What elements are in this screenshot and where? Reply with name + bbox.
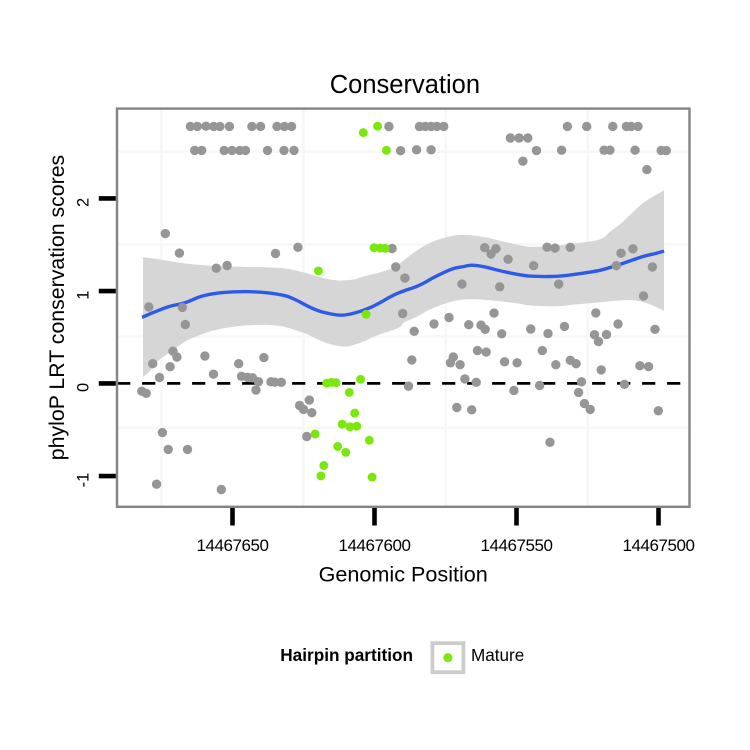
svg-text:14467600: 14467600 (338, 536, 410, 555)
svg-text:-1: -1 (75, 473, 93, 488)
svg-text:1: 1 (75, 291, 93, 300)
svg-text:0: 0 (75, 383, 93, 392)
svg-text:14467550: 14467550 (480, 536, 552, 555)
svg-text:14467650: 14467650 (196, 536, 268, 555)
svg-text:14467500: 14467500 (622, 536, 694, 555)
svg-text:Genomic Position: Genomic Position (319, 562, 488, 587)
svg-text:phyloP LRT conservation scores: phyloP LRT conservation scores (45, 155, 69, 460)
svg-text:Hairpin partition: Hairpin partition (280, 645, 413, 665)
svg-text:Conservation: Conservation (330, 71, 480, 99)
svg-text:2: 2 (75, 198, 93, 207)
svg-text:Mature: Mature (471, 646, 524, 665)
